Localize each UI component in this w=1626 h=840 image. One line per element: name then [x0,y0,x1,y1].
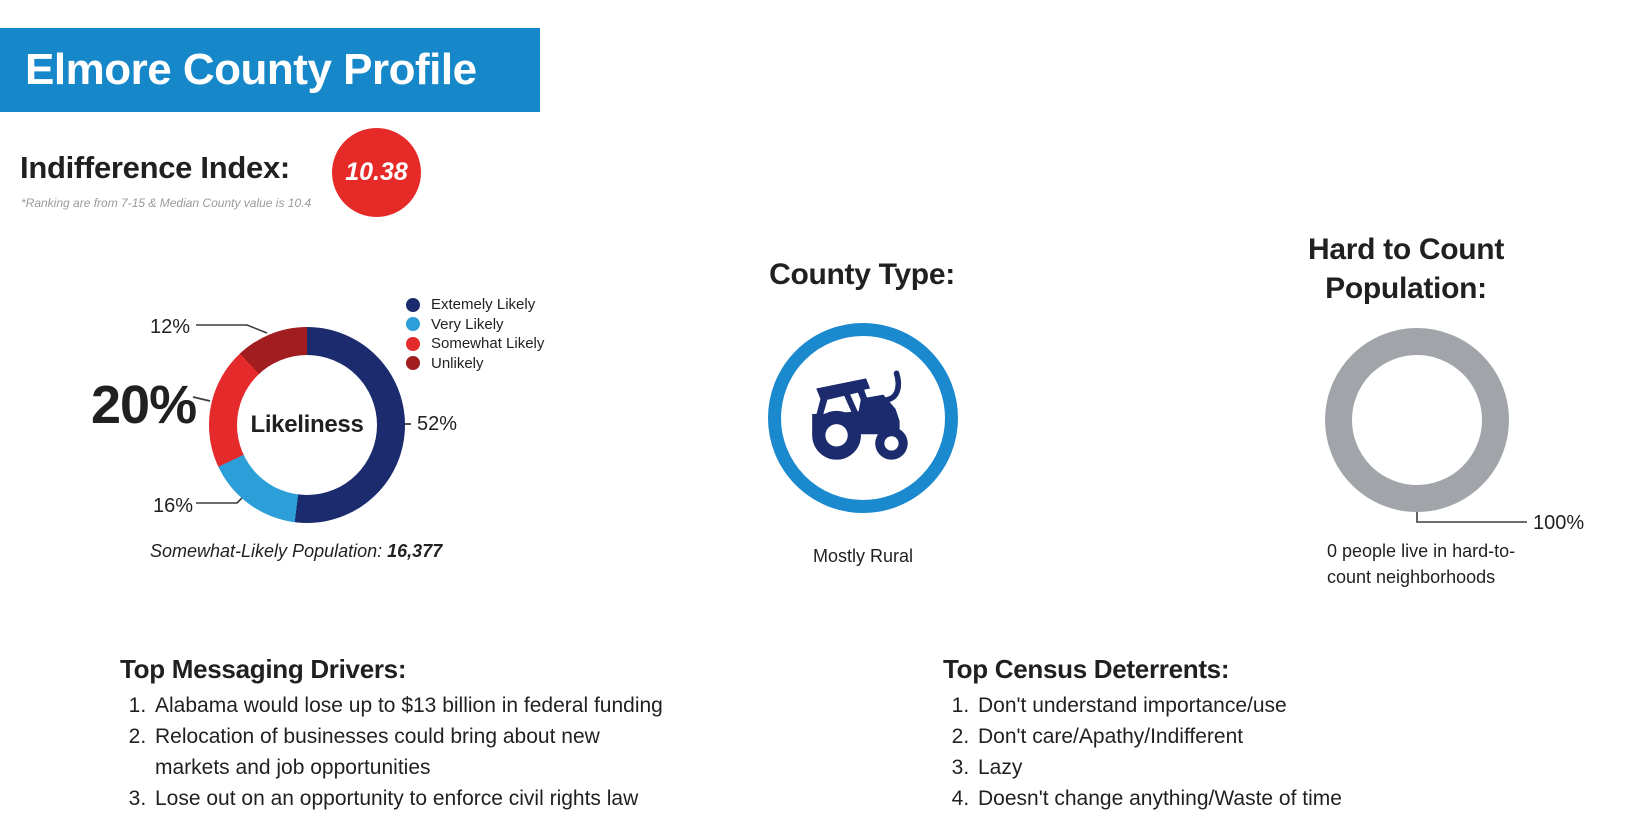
driver-item: Alabama would lose up to $13 billion in … [152,690,800,721]
callout-somewhat-likely: 20% [91,375,197,435]
header-banner: Elmore County Profile [0,28,540,112]
county-type-title: County Type: [769,258,955,291]
deterrent-item: Don't understand importance/use [975,690,1503,721]
hard-to-count-caption: 0 people live in hard-to- count neighbor… [1327,541,1516,587]
deterrent-item: Doesn't change anything/Waste of time [975,783,1503,814]
census-deterrents-title: Top Census Deterrents: [943,654,1230,684]
legend-dot-somewhat-likely-icon [406,336,420,351]
messaging-drivers-list: Alabama would lose up to $13 billion in … [120,690,800,814]
tractor-icon [812,370,908,460]
deterrent-item: Don't care/Apathy/Indifferent [975,721,1503,752]
somewhat-likely-population-caption: Somewhat-Likely Population: 16,377 [150,541,442,562]
indifference-index-value: 10.38 [345,158,408,186]
legend-label: Somewhat Likely [431,335,545,353]
driver-item: Lose out on an opportunity to enforce ci… [152,783,800,814]
legend-label: Extemely Likely [431,296,536,314]
callout-unlikely: 12% [150,316,191,338]
census-deterrents-section: Top Census Deterrents: Don't understand … [943,654,1503,814]
caption-label: Somewhat-Likely Population: [150,541,383,561]
driver-item: Relocation of businesses could bring abo… [152,721,800,783]
legend-item: Very Likely [406,315,544,335]
callout-extremely-likely: 52% [417,413,458,435]
donut-hole: Likeliness [237,355,377,495]
likeliness-donut-chart: Likeliness [209,327,405,523]
legend-label: Very Likely [431,315,504,333]
hard-to-count-percent: 100% [1533,512,1585,534]
caption-value: 16,377 [387,541,443,561]
messaging-drivers-title: Top Messaging Drivers: [120,654,407,684]
census-deterrents-list: Don't understand importance/use Don't ca… [943,690,1503,814]
legend-label: Unlikely [431,354,484,372]
legend-item: Somewhat Likely [406,334,544,354]
legend-item: Extemely Likely [406,295,544,315]
county-type-value: Mostly Rural [812,546,914,566]
indifference-index-badge: 10.38 [332,128,421,217]
legend-item: Unlikely [406,354,544,374]
messaging-drivers-section: Top Messaging Drivers: Alabama would los… [120,654,800,814]
legend-dot-unlikely-icon [406,356,420,371]
legend-dot-very-likely-icon [406,317,420,332]
county-type-circle [768,323,958,513]
callout-very-likely: 16% [153,495,194,517]
indifference-index-footnote: *Ranking are from 7-15 & Median County v… [21,196,312,210]
hard-to-count-title: Hard to Count Population: [1307,233,1505,305]
likeliness-legend: Extemely Likely Very Likely Somewhat Lik… [406,295,544,373]
indifference-index-label: Indifference Index: [20,150,290,185]
donut-center-label: Likeliness [250,411,364,438]
deterrent-item: Lazy [975,752,1503,783]
hard-to-count-ring [1325,328,1509,512]
legend-dot-extremely-likely-icon [406,297,420,312]
page-title: Elmore County Profile [25,45,477,94]
